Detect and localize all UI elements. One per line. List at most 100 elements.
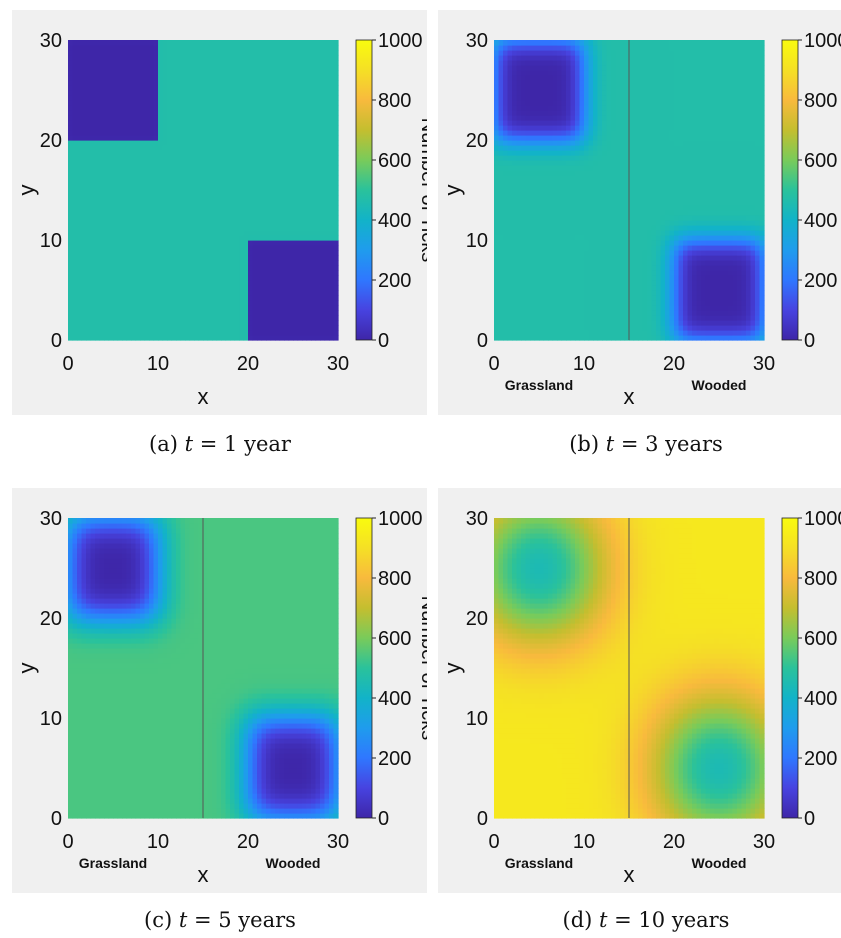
heatmap-cell (113, 255, 119, 261)
heatmap-cell (297, 240, 303, 246)
heatmap-cell (140, 250, 146, 256)
heatmap-cell (234, 260, 240, 266)
heatmap-cell (275, 180, 281, 186)
heatmap-cell (72, 250, 78, 256)
heatmap-cell (158, 60, 164, 66)
heatmap-cell (588, 165, 594, 171)
heatmap-cell (297, 235, 303, 241)
heatmap-cell (225, 40, 231, 46)
heatmap-cell (122, 270, 128, 276)
heatmap-cell (324, 255, 330, 261)
heatmap-cell (543, 300, 549, 306)
heatmap-cell (90, 75, 96, 81)
heatmap-cell (315, 240, 321, 246)
heatmap-cell (512, 275, 518, 281)
heatmap-cell (144, 335, 150, 341)
heatmap-cell (212, 325, 218, 331)
heatmap-cell (270, 280, 276, 286)
heatmap-cell (530, 50, 536, 56)
heatmap-cell (72, 115, 78, 121)
heatmap-cell (257, 100, 263, 106)
heatmap-cell (162, 265, 168, 271)
heatmap-cell (198, 75, 204, 81)
heatmap-cell (266, 115, 272, 121)
heatmap-cell (534, 200, 540, 206)
heatmap-cell (189, 70, 195, 76)
heatmap-cell (86, 270, 92, 276)
heatmap-cell (162, 250, 168, 256)
heatmap-cell (225, 265, 231, 271)
heatmap-cell (252, 315, 258, 321)
heatmap-cell (77, 305, 83, 311)
heatmap-cell (494, 100, 500, 106)
heatmap-cell (153, 265, 159, 271)
heatmap-cell (512, 125, 518, 131)
heatmap-cell (288, 55, 294, 61)
heatmap-cell (266, 285, 272, 291)
heatmap-cell (198, 145, 204, 151)
heatmap-cell (77, 50, 83, 56)
heatmap-cell (144, 290, 150, 296)
heatmap-cell (99, 110, 105, 116)
heatmap-cell (552, 150, 558, 156)
heatmap-cell (494, 295, 500, 301)
heatmap-cell (329, 135, 335, 141)
heatmap-cell (239, 130, 245, 136)
heatmap-cell (311, 220, 317, 226)
heatmap-cell (117, 100, 123, 106)
heatmap-cell (113, 65, 119, 71)
heatmap-cell (579, 260, 585, 266)
heatmap-cell (507, 110, 513, 116)
heatmap-cell (162, 310, 168, 316)
heatmap-cell (570, 65, 576, 71)
heatmap-cell (122, 285, 128, 291)
heatmap-cell (575, 320, 581, 326)
heatmap-cell (516, 105, 522, 111)
heatmap-cell (548, 205, 554, 211)
heatmap-cell (270, 165, 276, 171)
heatmap-cell (243, 205, 249, 211)
heatmap-cell (266, 210, 272, 216)
heatmap-cell (548, 245, 554, 251)
heatmap-cell (131, 240, 137, 246)
heatmap-cell (521, 145, 527, 151)
heatmap-cell (311, 310, 317, 316)
heatmap-cell (252, 260, 258, 266)
heatmap-cell (302, 305, 308, 311)
heatmap-cell (324, 70, 330, 76)
heatmap-cell (315, 70, 321, 76)
heatmap-cell (588, 265, 594, 271)
heatmap-cell (113, 135, 119, 141)
heatmap-cell (230, 305, 236, 311)
heatmap-cell (216, 240, 222, 246)
heatmap-cell (329, 180, 335, 186)
heatmap-cell (279, 300, 285, 306)
heatmap-cell (77, 120, 83, 126)
heatmap-cell (593, 330, 599, 336)
heatmap-cell (534, 285, 540, 291)
heatmap-cell (293, 215, 299, 221)
heatmap-cell (293, 170, 299, 176)
heatmap-cell (225, 70, 231, 76)
heatmap-cell (239, 140, 245, 146)
heatmap-cell (225, 120, 231, 126)
heatmap-cell (593, 290, 599, 296)
heatmap-cell (284, 320, 290, 326)
heatmap-cell (135, 95, 141, 101)
heatmap-cell (498, 195, 504, 201)
heatmap-cell (275, 115, 281, 121)
heatmap-cell (90, 125, 96, 131)
heatmap-cell (144, 155, 150, 161)
heatmap-cell (525, 40, 531, 46)
heatmap-cell (557, 240, 563, 246)
heatmap-cell (158, 190, 164, 196)
heatmap-cell (543, 260, 549, 266)
heatmap-cell (552, 190, 558, 196)
heatmap-cell (104, 105, 110, 111)
heatmap-cell (329, 185, 335, 191)
heatmap-cell (81, 250, 87, 256)
heatmap-cell (108, 265, 114, 271)
heatmap-cell (207, 175, 213, 181)
heatmap-cell (230, 315, 236, 321)
heatmap-cell (104, 70, 110, 76)
